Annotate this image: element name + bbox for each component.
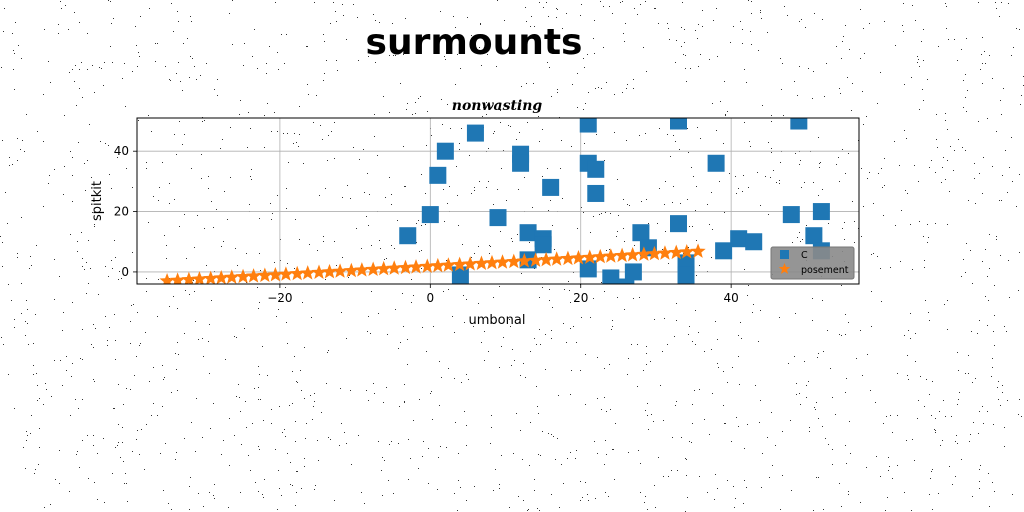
data-point-star xyxy=(192,271,207,285)
data-point-star xyxy=(354,262,369,276)
y-tick-label: 0 xyxy=(121,265,129,279)
data-point-square xyxy=(632,224,649,241)
data-point-square xyxy=(745,233,762,250)
legend-marker-C xyxy=(780,250,789,259)
data-point-star xyxy=(332,263,347,277)
x-tick-label: 0 xyxy=(426,291,434,305)
data-point-square xyxy=(708,155,725,172)
data-point-square xyxy=(783,206,800,223)
data-point-star xyxy=(420,258,435,272)
y-tick-label: 40 xyxy=(114,144,129,158)
data-point-star xyxy=(366,262,381,276)
data-point-square xyxy=(617,279,634,296)
plot-area xyxy=(159,113,829,296)
data-point-square xyxy=(399,227,416,244)
data-point-star xyxy=(203,271,218,285)
data-point-star xyxy=(625,247,640,261)
data-point-square xyxy=(429,167,446,184)
data-point-square xyxy=(512,155,529,172)
data-point-square xyxy=(670,215,687,232)
data-point-square xyxy=(535,236,552,253)
data-point-square xyxy=(625,263,642,280)
data-point-star xyxy=(257,268,272,282)
data-point-square xyxy=(730,230,747,247)
x-tick-label: 40 xyxy=(724,291,739,305)
data-point-star xyxy=(268,267,283,281)
data-point-star xyxy=(549,251,564,265)
data-point-square xyxy=(587,161,604,178)
data-point-square xyxy=(805,227,822,244)
data-point-star xyxy=(474,255,489,269)
data-point-star xyxy=(484,255,499,269)
data-point-star xyxy=(290,266,305,280)
data-point-star xyxy=(246,268,261,282)
data-point-square xyxy=(490,209,507,226)
data-point-star xyxy=(235,269,250,283)
data-point-star xyxy=(170,272,185,286)
legend-label-C: C xyxy=(801,250,808,261)
x-axis-label: umbonal xyxy=(469,313,526,328)
series-C xyxy=(399,113,830,296)
data-point-star xyxy=(311,265,326,279)
data-point-star xyxy=(657,245,672,259)
data-point-star xyxy=(560,251,575,265)
data-point-star xyxy=(408,259,423,273)
data-point-square xyxy=(422,206,439,223)
x-tick-label: 20 xyxy=(573,291,588,305)
data-point-star xyxy=(387,260,402,274)
data-point-star xyxy=(300,265,315,279)
data-point-square xyxy=(813,203,830,220)
data-point-star xyxy=(539,252,554,266)
legend-label-posement: posement xyxy=(801,265,849,276)
data-point-square xyxy=(678,266,695,283)
data-point-square xyxy=(790,113,807,130)
data-point-star xyxy=(495,254,510,268)
data-point-square xyxy=(437,143,454,160)
y-axis-label: spitkit xyxy=(90,181,105,221)
axes-frame xyxy=(137,118,859,284)
legend: C posement xyxy=(771,247,854,279)
y-tick-label: 20 xyxy=(114,205,129,219)
data-point-star xyxy=(376,261,391,275)
x-tick-label: −20 xyxy=(267,291,292,305)
data-point-star xyxy=(506,254,521,268)
data-point-star xyxy=(322,264,337,278)
data-point-square xyxy=(715,242,732,259)
data-point-star xyxy=(603,248,618,262)
data-point-star xyxy=(159,273,174,287)
data-point-square xyxy=(520,224,537,241)
data-point-square xyxy=(467,125,484,142)
data-point-square xyxy=(542,179,559,196)
data-point-star xyxy=(344,263,359,277)
data-point-star xyxy=(278,266,293,280)
data-point-star xyxy=(614,248,629,262)
grid xyxy=(137,118,859,284)
chart-title: nonwasting xyxy=(452,98,543,114)
data-point-square xyxy=(587,185,604,202)
data-point-square xyxy=(670,113,687,130)
data-point-star xyxy=(430,258,445,272)
